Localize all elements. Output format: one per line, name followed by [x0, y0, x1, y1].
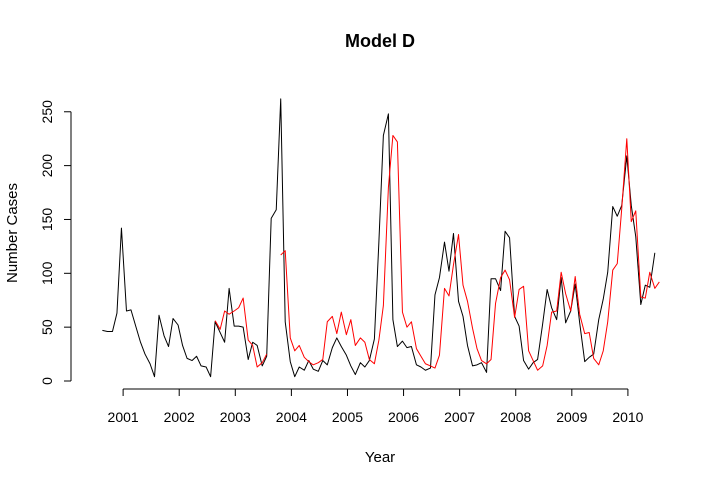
x-tick-label: 2009 [556, 409, 587, 425]
y-axis-label: Number Cases [4, 183, 21, 283]
y-tick-label: 100 [39, 261, 55, 285]
x-tick-label: 2010 [612, 409, 643, 425]
x-tick-label: 2003 [220, 409, 251, 425]
x-axis: 2001 2002 2003 2004 2005 2006 2007 2008 2009 2010 [108, 388, 644, 425]
x-tick-label: 2006 [388, 409, 419, 425]
x-tick-label: 2002 [164, 409, 195, 425]
y-tick-label: 200 [39, 154, 55, 178]
x-tick-label: 2001 [108, 409, 139, 425]
x-tick-label: 2008 [500, 409, 531, 425]
series-line-model [214, 134, 660, 371]
x-tick-label: 2004 [276, 409, 307, 425]
series-layer [102, 98, 660, 378]
y-tick-label: 250 [39, 100, 55, 124]
y-axis: 0 50 100 150 200 250 [39, 100, 72, 385]
x-axis-label: Year [365, 449, 395, 466]
x-tick-label: 2007 [444, 409, 475, 425]
series-line-observed [102, 98, 656, 378]
y-tick-label: 50 [39, 319, 55, 335]
y-tick-label: 0 [39, 377, 55, 385]
x-tick-label: 2005 [332, 409, 363, 425]
y-tick-label: 150 [39, 208, 55, 232]
chart-title: Model D [345, 31, 415, 51]
